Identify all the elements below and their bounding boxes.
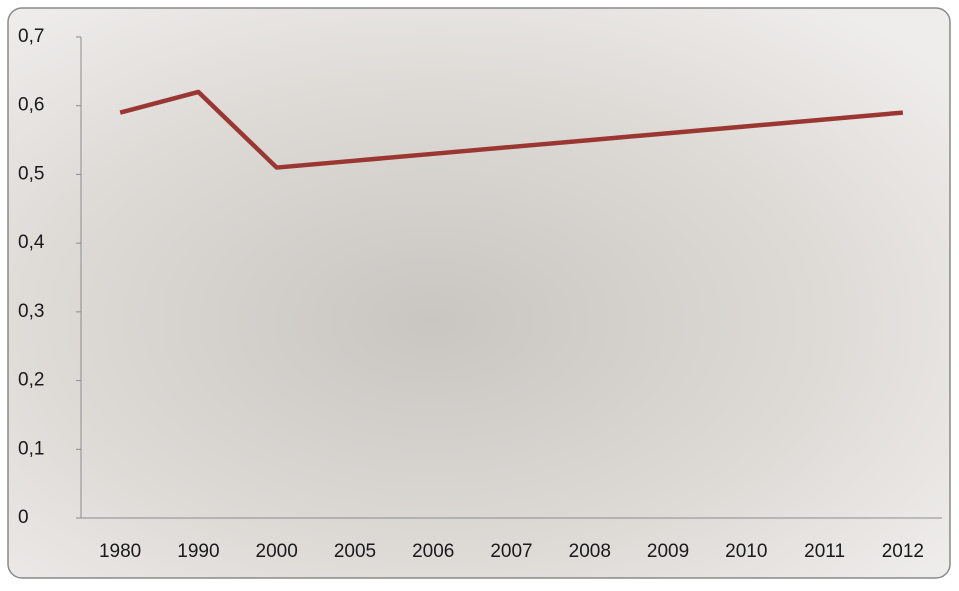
y-tick-label: 0 bbox=[18, 507, 29, 528]
x-tick-label: 2011 bbox=[804, 541, 845, 562]
y-tick-label: 0,3 bbox=[18, 301, 44, 322]
x-tick-label: 2009 bbox=[647, 541, 689, 562]
x-tick-label: 2006 bbox=[412, 541, 454, 562]
x-tick-label: 1990 bbox=[177, 541, 219, 562]
y-tick-label: 0,4 bbox=[18, 232, 45, 253]
x-tick-label: 2008 bbox=[569, 541, 611, 562]
y-tick-label: 0,5 bbox=[18, 163, 44, 184]
y-tick-label: 0,1 bbox=[18, 438, 44, 459]
line-series bbox=[119, 89, 904, 170]
x-tick-label: 2007 bbox=[490, 541, 532, 562]
x-tick-label: 2005 bbox=[334, 541, 376, 562]
y-tick-label: 0,7 bbox=[18, 26, 44, 47]
x-tick-label: 1980 bbox=[99, 541, 141, 562]
x-tick-label: 2000 bbox=[256, 541, 298, 562]
chart-background bbox=[7, 7, 951, 579]
x-tick-label: 2012 bbox=[882, 541, 924, 562]
y-tick-label: 0,2 bbox=[18, 370, 44, 391]
x-tick-label: 2010 bbox=[725, 541, 767, 562]
y-tick-label: 0,6 bbox=[18, 95, 44, 116]
